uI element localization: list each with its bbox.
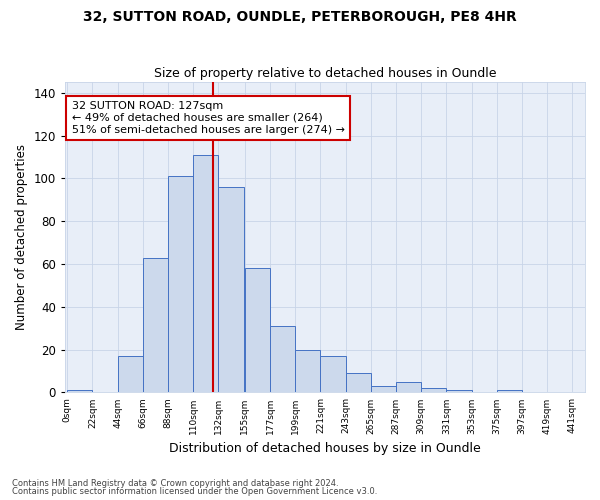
Title: Size of property relative to detached houses in Oundle: Size of property relative to detached ho… — [154, 66, 496, 80]
Bar — [446, 390, 472, 392]
Bar — [295, 350, 320, 393]
Bar — [218, 187, 244, 392]
Bar — [396, 382, 421, 392]
Bar — [320, 356, 346, 393]
Y-axis label: Number of detached properties: Number of detached properties — [15, 144, 28, 330]
Text: Contains HM Land Registry data © Crown copyright and database right 2024.: Contains HM Land Registry data © Crown c… — [12, 478, 338, 488]
Text: 32 SUTTON ROAD: 127sqm
← 49% of detached houses are smaller (264)
51% of semi-de: 32 SUTTON ROAD: 127sqm ← 49% of detached… — [72, 102, 345, 134]
Text: 32, SUTTON ROAD, OUNDLE, PETERBOROUGH, PE8 4HR: 32, SUTTON ROAD, OUNDLE, PETERBOROUGH, P… — [83, 10, 517, 24]
Bar — [193, 155, 218, 392]
Bar — [346, 373, 371, 392]
Bar — [67, 390, 92, 392]
Bar — [143, 258, 168, 392]
Bar — [497, 390, 522, 392]
Bar — [245, 268, 270, 392]
Bar — [118, 356, 143, 393]
X-axis label: Distribution of detached houses by size in Oundle: Distribution of detached houses by size … — [169, 442, 481, 455]
Bar — [371, 386, 396, 392]
Bar — [421, 388, 446, 392]
Bar — [168, 176, 193, 392]
Text: Contains public sector information licensed under the Open Government Licence v3: Contains public sector information licen… — [12, 487, 377, 496]
Bar — [270, 326, 295, 392]
